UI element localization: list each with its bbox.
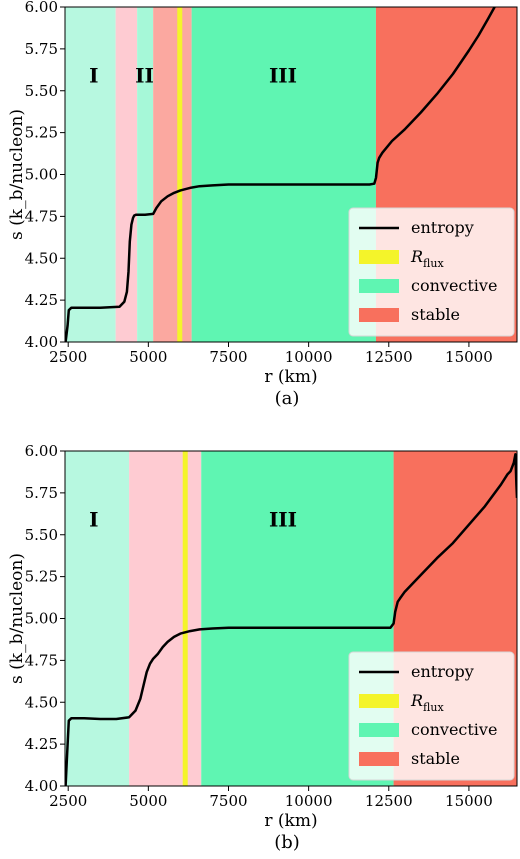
y-axis-label: s (k_b/nucleon) [7, 109, 27, 240]
legend-box [348, 207, 515, 337]
y-tick-label: 4.75 [25, 207, 58, 225]
legend-entry-label: stable [411, 305, 460, 324]
legend-entry-label: Rflux [410, 247, 444, 270]
y-axis-ticks: 4.00 4.25 4.50 4.75 5.00 5.25 5.50 5.75 6.00 [25, 0, 65, 351]
region-band-1 [115, 7, 138, 342]
region-band-4 [191, 7, 376, 342]
x-tick-label: 5000 [129, 348, 167, 366]
legend-sub: flux [423, 701, 444, 714]
legend-swatch-patch [359, 723, 399, 737]
y-tick-label: 6.00 [25, 0, 58, 16]
y-tick-label: 4.25 [25, 735, 58, 753]
y-tick-label: 4.75 [25, 651, 58, 669]
region-band-0 [65, 451, 130, 786]
legend-sub: flux [423, 257, 444, 270]
entropy-series [65, 7, 496, 342]
y-tick-label: 5.50 [25, 526, 58, 544]
legend-swatch-patch [359, 250, 399, 264]
x-tick-label: 12500 [365, 348, 413, 366]
region-label-I: I [89, 507, 98, 531]
y-tick-label: 4.50 [25, 693, 58, 711]
panel-a: I II III 2500 5000 7500 10000 12500 15000 4.004… [7, 0, 518, 409]
x-tick-label: 5000 [129, 792, 167, 810]
legend-entry-label: convective [411, 276, 497, 295]
entropy-line [65, 453, 517, 786]
y-tick-label: 5.25 [25, 568, 58, 586]
y-tick-label: 5.00 [25, 610, 58, 628]
x-tick-label: 10000 [285, 792, 333, 810]
region-band-0 [65, 7, 116, 342]
y-tick-label: 4.25 [25, 291, 58, 309]
region-label-III: III [269, 63, 297, 87]
legend-entry-label: entropy [411, 218, 474, 237]
region-label-I: I [89, 63, 98, 87]
y-tick-label: 5.75 [25, 40, 58, 58]
y-tick-label: 5.25 [25, 124, 58, 142]
y-tick-label: 4.50 [25, 249, 58, 267]
y-tick-label: 6.00 [25, 442, 58, 460]
x-axis-ticks: 2500 5000 7500 10000 12500 15000 [49, 342, 493, 366]
legend-main: R [410, 691, 423, 710]
x-axis-label: r (km) [264, 367, 317, 387]
legend-swatch-patch [359, 694, 399, 708]
legend-box [348, 651, 515, 781]
legend-entry-label: stable [411, 749, 460, 768]
x-tick-label: 12500 [365, 792, 413, 810]
legend-swatch-patch [359, 752, 399, 766]
y-tick-label: 4.00 [25, 777, 58, 795]
y-tick-label: 4.00 [25, 333, 58, 351]
legend-entry-label: Rflux [410, 691, 444, 714]
x-axis-ticks: 2500 5000 7500 10000 12500 15000 [49, 786, 493, 810]
x-tick-label: 10000 [285, 348, 333, 366]
x-tick-label: 15000 [445, 348, 493, 366]
x-tick-label: 7500 [209, 348, 247, 366]
region-label-II: II [135, 63, 154, 87]
legend-swatch-patch [359, 279, 399, 293]
legend-swatch-patch [359, 308, 399, 322]
legend-entry-label: entropy [411, 662, 474, 681]
region-labels: I III [89, 507, 297, 531]
legend: entropy Rflux convective stable [348, 651, 515, 781]
entropy-series [65, 453, 517, 786]
y-tick-label: 5.75 [25, 484, 58, 502]
y-axis-label: s (k_b/nucleon) [7, 553, 27, 684]
region-band-3 [153, 7, 192, 342]
x-tick-label: 7500 [209, 792, 247, 810]
x-axis-label: r (km) [264, 811, 317, 831]
panel-b: I III 2500 5000 7500 10000 12500 15000 4.004.2… [7, 442, 518, 853]
legend-entry-label: convective [411, 720, 497, 739]
region-labels: I II III [89, 63, 297, 87]
region-label-III: III [269, 507, 297, 531]
x-tick-label: 2500 [49, 348, 87, 366]
y-axis-ticks: 4.00 4.25 4.50 4.75 5.00 5.25 5.50 5.75 6.00 [25, 442, 65, 795]
legend-main: R [410, 247, 423, 266]
panel-caption-b: (b) [274, 832, 300, 853]
legend: entropy Rflux convective stable [348, 207, 515, 337]
y-tick-label: 5.50 [25, 82, 58, 100]
x-tick-label: 2500 [49, 792, 87, 810]
panel-caption-a: (a) [275, 388, 300, 409]
x-tick-label: 15000 [445, 792, 493, 810]
y-tick-label: 5.00 [25, 166, 58, 184]
region-band-2 [137, 7, 154, 342]
entropy-line [65, 7, 496, 342]
region-band-1 [129, 451, 202, 786]
